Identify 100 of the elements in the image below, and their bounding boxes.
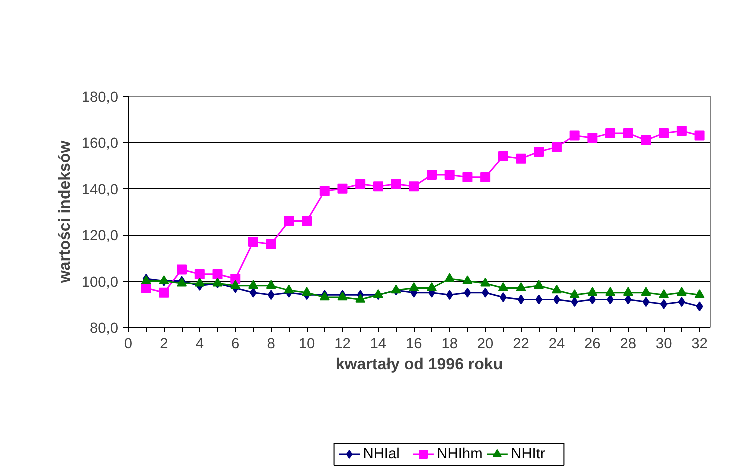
point [194,269,205,280]
point [409,282,420,292]
legend-label: NHItr [511,446,546,462]
point [642,297,650,308]
y-tick-label: 100,0 [82,274,119,291]
point [534,146,544,157]
point [623,287,634,296]
x-tick-label: 12 [334,336,351,352]
point [248,237,258,248]
point [480,278,491,287]
x-tick-label: 10 [298,336,316,352]
point [373,182,384,192]
point [462,276,473,284]
point [676,126,687,136]
y-axis-title: wartości indeksów [56,140,74,284]
point [500,292,507,302]
point [553,294,560,305]
point [516,154,526,164]
x-tick-label: 26 [584,336,601,352]
x-tick-label: 0 [124,336,133,352]
point [302,216,312,226]
point [588,287,598,296]
point [266,239,276,250]
point [624,294,632,305]
x-tick-label: 2 [160,336,168,352]
point [320,186,330,196]
point [177,264,188,275]
point [498,282,508,292]
x-axis-title: kwartały od 1996 roku [336,356,504,374]
x-tick-label: 4 [196,336,204,352]
point [482,288,490,298]
x-tick-label: 32 [692,336,708,352]
point [230,274,241,284]
point [607,294,614,305]
point [659,128,670,138]
point [356,179,366,190]
point [516,282,526,292]
point [694,130,705,141]
x-tick-label: 8 [267,336,276,352]
x-tick-label: 22 [513,336,530,352]
point [659,289,670,298]
point [606,287,616,296]
point [409,182,420,192]
point [606,128,616,138]
point [248,280,258,290]
point [302,287,312,296]
point [589,294,596,305]
point [268,290,275,300]
point [356,294,366,303]
point [552,142,562,152]
x-tick-label: 16 [406,336,422,352]
point [250,288,257,298]
point [444,170,455,180]
x-tick-label: 6 [232,336,240,352]
point [536,294,543,305]
point [660,299,668,310]
x-tick-label: 24 [548,336,566,352]
y-tick-label: 180,0 [82,90,119,106]
point [284,284,294,294]
point [444,273,455,282]
point [623,128,634,138]
point [446,290,454,300]
x-tick-label: 30 [656,336,672,352]
point [391,179,402,190]
x-tick-label: 18 [442,336,458,352]
legend-label: NHIal [363,446,400,462]
point [426,170,437,180]
x-tick-label: 20 [477,336,494,352]
point [588,133,598,144]
point [498,152,508,162]
y-tick-label: 80,0 [90,321,119,337]
point [480,172,491,182]
x-tick-label: 14 [370,336,387,352]
point [641,135,652,146]
point [570,130,580,141]
point [159,288,170,298]
x-tick-label: 28 [620,336,637,352]
point [534,280,544,290]
point [462,172,473,182]
point [230,280,241,290]
point [464,288,472,298]
y-tick-label: 140,0 [82,182,119,198]
point [518,294,525,305]
point [676,287,687,296]
point [571,297,578,308]
point [284,216,294,226]
y-tick-label: 120,0 [82,228,119,245]
point [212,269,223,280]
point [426,282,437,292]
point [696,302,704,312]
point [338,184,348,194]
legend-label: NHIhm [437,446,483,462]
point [570,289,580,298]
point [266,280,276,290]
point [678,297,686,308]
point [694,289,705,298]
point [552,284,562,294]
point [194,278,205,287]
point [641,287,652,296]
y-tick-label: 160,0 [82,136,119,152]
